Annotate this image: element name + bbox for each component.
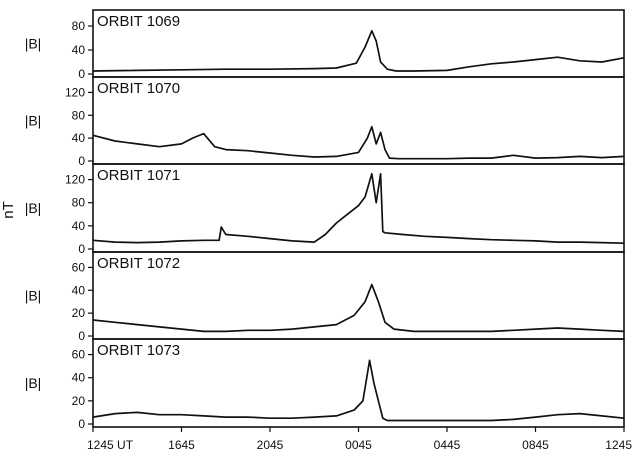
x-tick-label: 1645	[168, 438, 195, 452]
panel-ylabel: |B|	[25, 375, 42, 391]
y-tick-label: 20	[72, 394, 86, 408]
y-tick-label: 40	[72, 219, 86, 233]
orbit-panel: ORBIT 1070 |B| 0 40 80 120	[25, 76, 625, 168]
panel-title: ORBIT 1073	[97, 342, 180, 359]
y-tick-label: 60	[72, 348, 86, 362]
y-tick-label: 80	[72, 19, 86, 33]
panel-title: ORBIT 1069	[97, 13, 180, 30]
orbit-panel: ORBIT 1073 |B| 0 20 40 60	[25, 338, 625, 431]
field-trace	[92, 125, 625, 160]
y-tick-label: 0	[78, 67, 85, 81]
y-tick-label: 0	[78, 417, 85, 431]
x-tick-label: 0845	[522, 438, 549, 452]
y-tick-label: 120	[65, 85, 85, 99]
orbit-panel: ORBIT 1071 |B| 0 40 80 120	[25, 163, 625, 256]
y-tick-label: 40	[72, 131, 86, 145]
field-trace	[92, 359, 625, 422]
orbit-panel: ORBIT 1072 |B| 0 20 40 60	[25, 251, 625, 343]
time-axis: 1245 UT 1645 2045 0045 0445 0845 1245	[87, 427, 632, 452]
x-tick-label: 0045	[345, 438, 372, 452]
y-axis-label: nT	[0, 201, 17, 219]
y-tick-label: 40	[72, 43, 86, 57]
y-tick-label: 0	[78, 329, 85, 343]
panel-ylabel: |B|	[25, 200, 42, 216]
panel-ylabel: |B|	[25, 113, 42, 129]
y-tick-label: 0	[78, 242, 85, 256]
panel-title: ORBIT 1072	[97, 255, 180, 272]
panel-ylabel: |B|	[25, 288, 42, 304]
y-tick-label: 0	[78, 154, 85, 168]
field-trace	[92, 29, 625, 72]
y-tick-label: 60	[72, 260, 86, 274]
orbit-panel: ORBIT 1069 |B| 0 40 80	[25, 9, 625, 81]
field-trace	[92, 283, 625, 333]
y-tick-label: 120	[65, 173, 85, 187]
x-tick-label: 0445	[434, 438, 461, 452]
y-tick-label: 40	[72, 283, 86, 297]
y-tick-label: 80	[72, 108, 86, 122]
y-tick-label: 40	[72, 371, 86, 385]
panel-ylabel: |B|	[25, 36, 42, 52]
field-trace	[92, 172, 625, 245]
y-tick-label: 80	[72, 196, 86, 210]
x-tick-label: 1245 UT	[87, 438, 134, 452]
x-tick-label: 1245	[605, 438, 632, 452]
y-tick-label: 20	[72, 306, 86, 320]
panel-title: ORBIT 1070	[97, 80, 180, 97]
panel-title: ORBIT 1071	[97, 167, 180, 184]
x-tick-label: 2045	[257, 438, 284, 452]
